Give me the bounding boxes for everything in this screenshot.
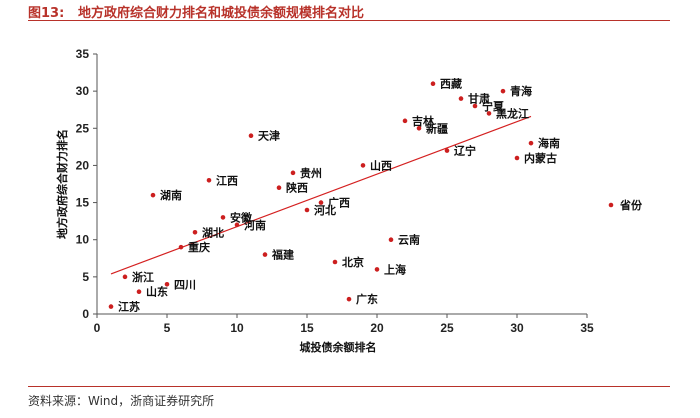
chart-legend: 省份 <box>608 198 643 212</box>
data-point <box>360 163 366 168</box>
point-label: 山东 <box>146 285 168 299</box>
point-label: 宁夏 <box>482 99 505 113</box>
data-point <box>444 148 450 153</box>
point-label: 甘肃 <box>468 92 490 106</box>
data-point <box>332 259 338 265</box>
y-tick-label: 0 <box>82 307 89 321</box>
data-point <box>304 207 310 213</box>
data-point <box>402 118 408 124</box>
y-tick-label: 25 <box>76 121 90 135</box>
data-point <box>164 281 170 287</box>
data-point <box>248 133 254 139</box>
data-point <box>136 289 142 295</box>
data-point <box>108 304 114 309</box>
figure-title: 地方政府综合财力排名和城投债余额规模排名对比 <box>78 6 365 21</box>
data-point <box>472 103 478 109</box>
data-point <box>234 222 240 228</box>
x-tick-label: 35 <box>580 321 594 335</box>
y-tick-label: 30 <box>76 84 90 98</box>
point-label: 安徽 <box>230 210 253 224</box>
data-point <box>220 215 226 220</box>
point-label: 云南 <box>398 233 420 247</box>
x-tick-label: 5 <box>164 321 171 335</box>
data-point <box>374 267 380 272</box>
point-label: 新疆 <box>426 121 448 135</box>
x-axis-title: 城投债余额排名 <box>300 340 377 354</box>
x-tick-label: 30 <box>510 321 524 335</box>
data-point <box>206 177 212 183</box>
bottom-divider <box>28 386 670 387</box>
point-label: 青海 <box>510 84 532 98</box>
x-tick-label: 0 <box>94 321 101 335</box>
top-divider <box>28 20 670 21</box>
point-label: 四川 <box>174 278 196 291</box>
data-point <box>416 125 422 131</box>
point-label: 北京 <box>342 255 364 269</box>
point-label: 河南 <box>244 218 266 232</box>
y-tick-label: 20 <box>76 158 90 172</box>
data-point <box>122 274 128 280</box>
x-tick-label: 25 <box>440 321 454 335</box>
data-point <box>486 111 492 116</box>
point-label: 山西 <box>370 158 392 172</box>
point-label: 河北 <box>314 203 336 217</box>
y-tick-label: 10 <box>76 233 90 247</box>
point-label: 陕西 <box>286 181 308 195</box>
point-label: 上海 <box>384 262 406 276</box>
point-label: 西藏 <box>440 77 462 91</box>
data-point <box>514 155 520 161</box>
point-label: 广东 <box>356 292 378 306</box>
point-label: 贵州 <box>300 166 322 180</box>
data-point <box>262 252 268 257</box>
data-point <box>458 96 464 101</box>
data-point <box>290 170 296 176</box>
point-label: 湖北 <box>202 225 224 239</box>
source-note: 资料来源：Wind，浙商证券研究所 <box>28 394 215 408</box>
figure-header: 图13: 地方政府综合财力排名和城投债余额规模排名对比 <box>0 0 700 22</box>
data-point <box>178 244 184 250</box>
point-label: 辽宁 <box>454 144 476 158</box>
figure-number: 图13: <box>28 6 65 21</box>
point-label: 浙江 <box>132 270 154 284</box>
data-point <box>192 229 198 235</box>
point-label: 广西 <box>328 196 350 210</box>
x-tick-label: 20 <box>370 321 384 335</box>
y-tick-label: 5 <box>82 270 89 284</box>
point-label: 天津 <box>258 129 280 143</box>
data-point <box>150 192 156 198</box>
data-point <box>276 185 282 191</box>
data-point <box>346 296 352 302</box>
point-label: 江苏 <box>118 300 140 314</box>
y-axis-title: 地方政府综合财力排名 <box>55 129 69 239</box>
data-point <box>528 140 534 146</box>
point-label: 重庆 <box>188 240 210 254</box>
data-point <box>318 200 324 205</box>
legend-label: 省份 <box>619 198 643 212</box>
point-label: 湖南 <box>160 188 182 202</box>
point-label: 海南 <box>538 136 560 150</box>
x-tick-label: 10 <box>230 321 244 335</box>
chart-axes: 0 5 10 15 20 25 30 35 0 5 10 15 20 25 30 35 <box>76 47 594 335</box>
point-label: 吉林 <box>412 114 434 128</box>
data-point <box>500 88 506 94</box>
point-label: 内蒙古 <box>524 151 557 165</box>
data-point <box>388 237 394 243</box>
point-label: 黑龙江 <box>496 106 529 120</box>
y-tick-label: 35 <box>76 47 90 61</box>
y-tick-label: 15 <box>76 196 90 210</box>
x-tick-label: 15 <box>300 321 314 335</box>
point-label: 福建 <box>271 248 295 262</box>
legend-marker <box>608 202 614 208</box>
data-point <box>430 81 436 87</box>
point-label: 江西 <box>216 173 238 187</box>
